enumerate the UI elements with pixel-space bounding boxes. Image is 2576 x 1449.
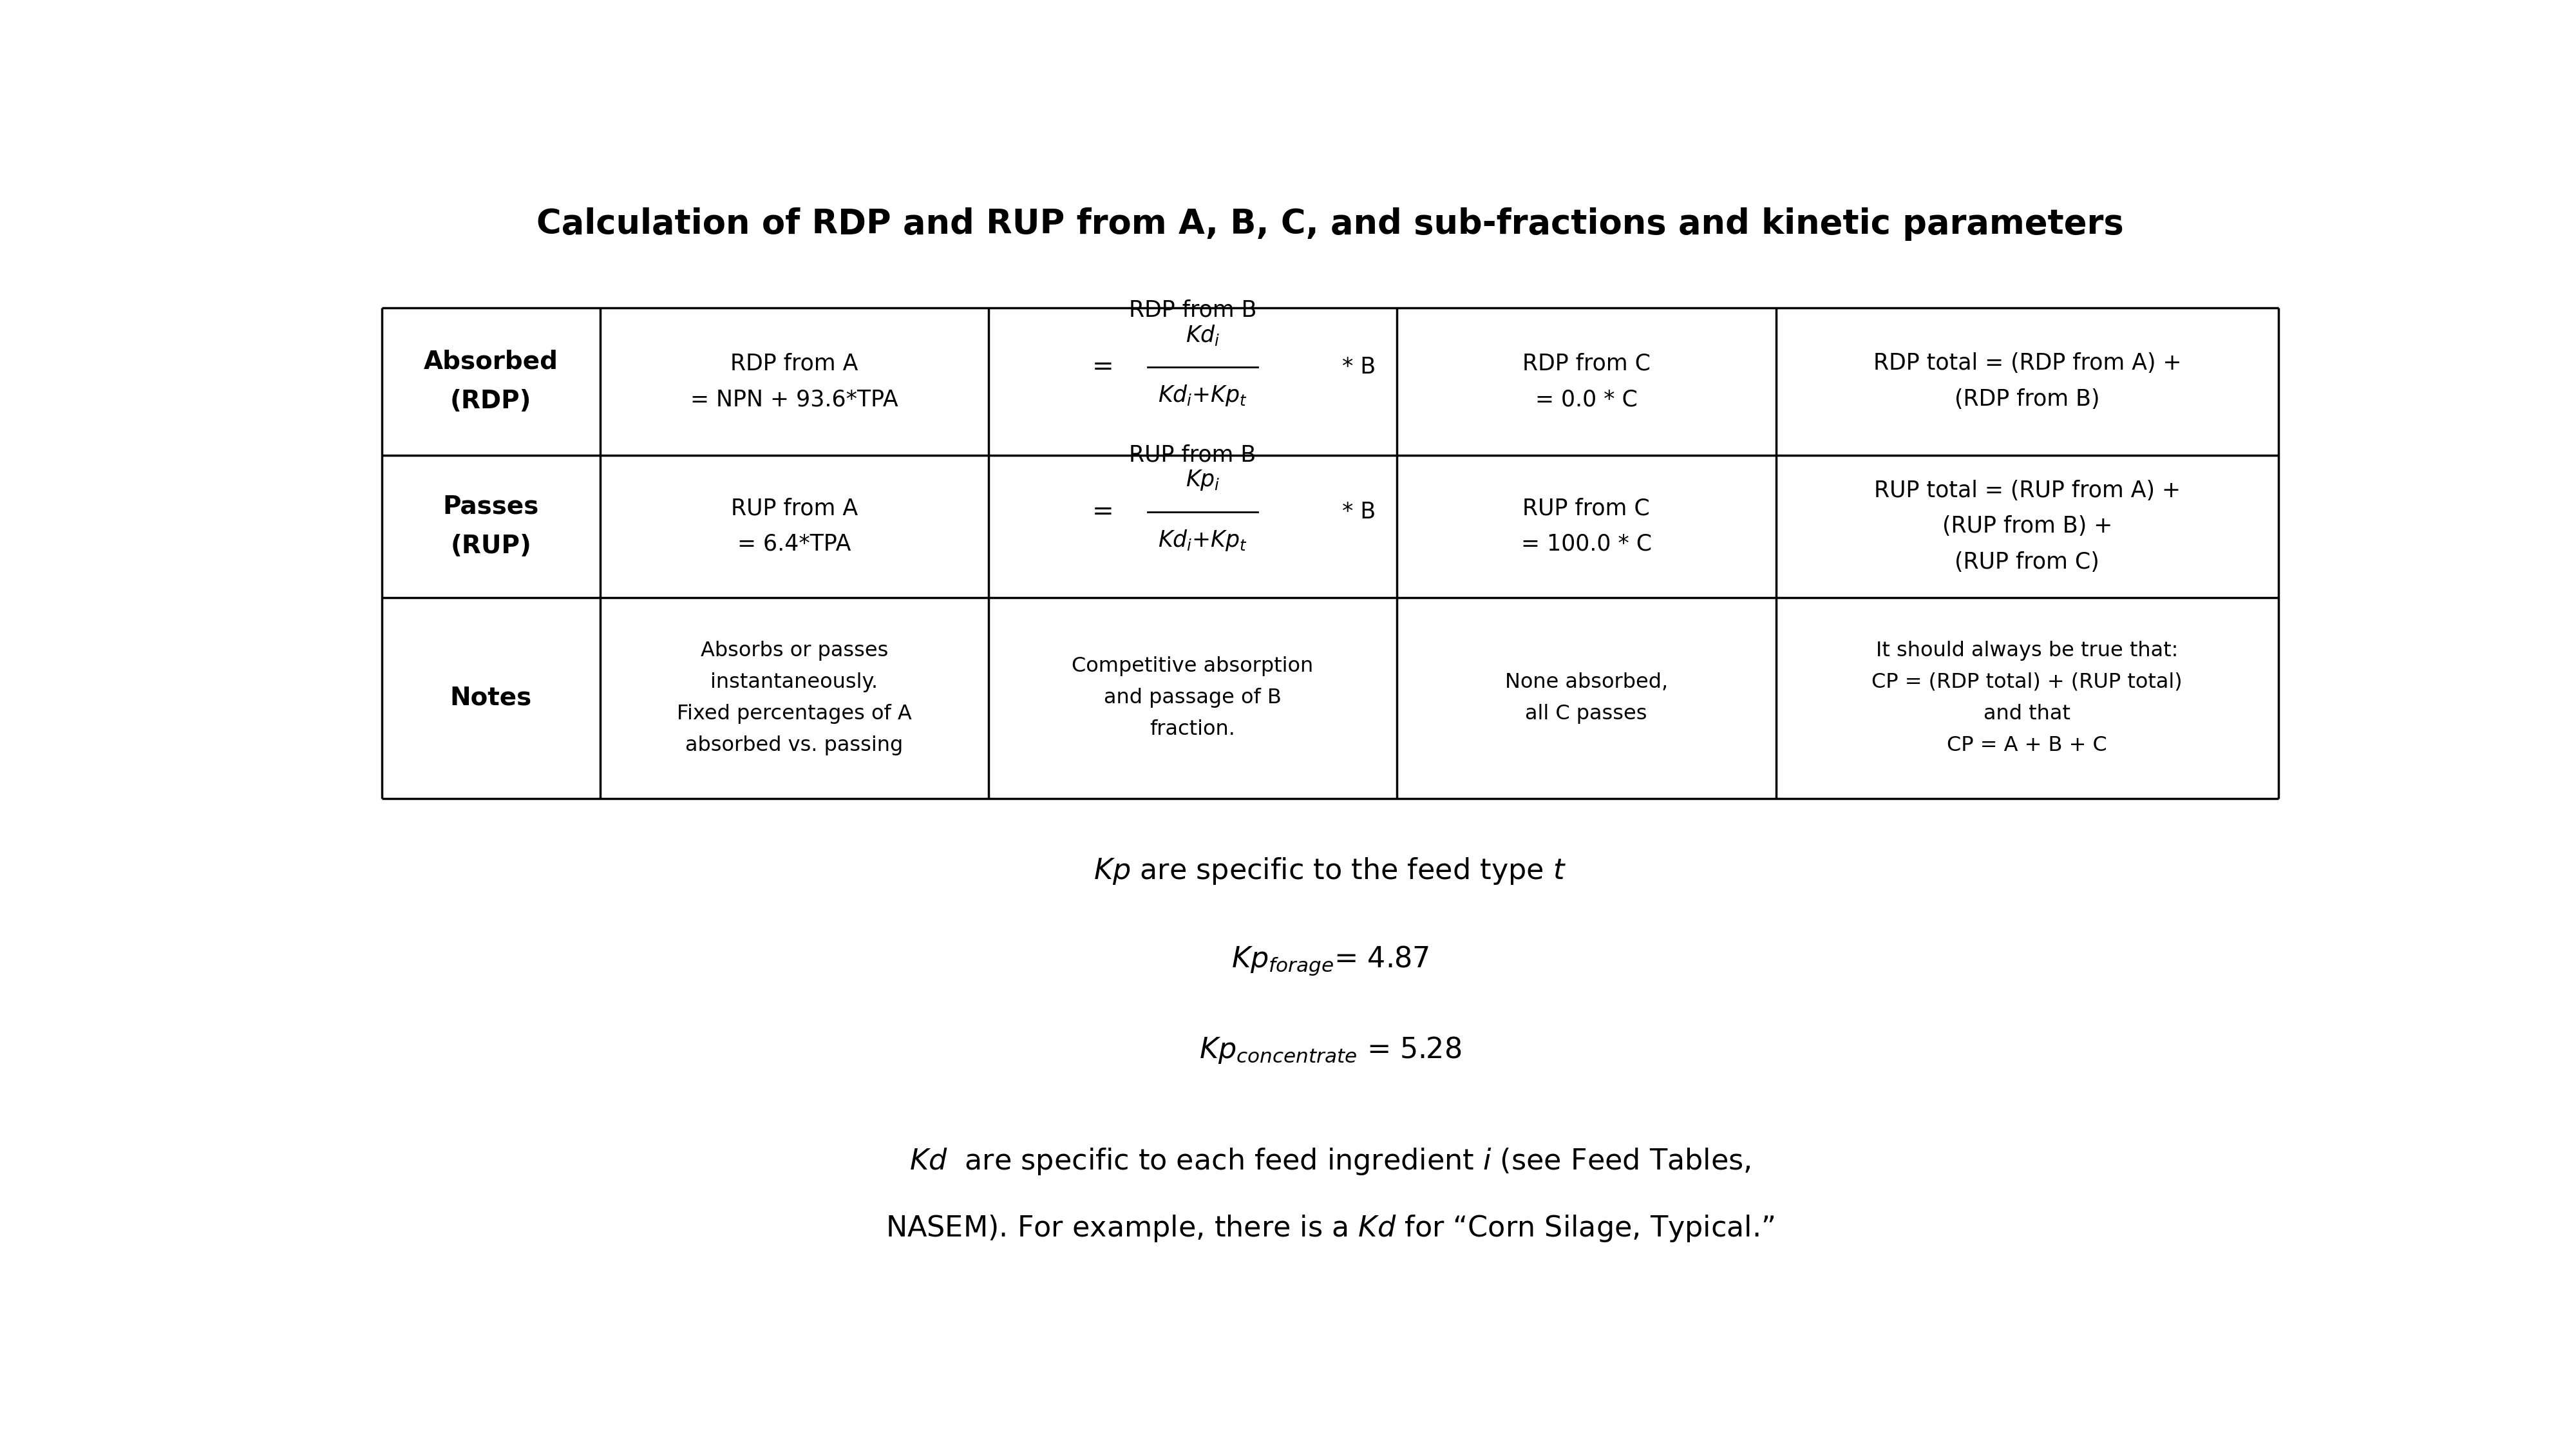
Text: RDP from B: RDP from B	[1128, 298, 1257, 320]
Text: $\mathit{Kp}_{\mathit{concentrate}}$ = 5.28: $\mathit{Kp}_{\mathit{concentrate}}$ = 5…	[1198, 1035, 1461, 1065]
Text: $Kd_i{+}Kp_t$: $Kd_i{+}Kp_t$	[1159, 384, 1247, 409]
Text: $\mathit{Kp}$ are specific to the feed type $\mathit{t}$: $\mathit{Kp}$ are specific to the feed t…	[1095, 856, 1566, 887]
Text: Competitive absorption
and passage of B
fraction.: Competitive absorption and passage of B …	[1072, 656, 1314, 739]
Text: $\mathit{Kd}$  are specific to each feed ingredient $\mathit{i}$ (see Feed Table: $\mathit{Kd}$ are specific to each feed …	[909, 1146, 1752, 1177]
Text: $Kp_i$: $Kp_i$	[1185, 468, 1221, 491]
Text: RDP from C
= 0.0 * C: RDP from C = 0.0 * C	[1522, 352, 1651, 410]
Text: RUP total = (RUP from A) +
(RUP from B) +
(RUP from C): RUP total = (RUP from A) + (RUP from B) …	[1873, 480, 2179, 572]
Text: Notes: Notes	[451, 685, 531, 710]
Text: =: =	[1092, 498, 1113, 525]
Text: * B: * B	[1342, 501, 1376, 523]
Text: $Kd_i$: $Kd_i$	[1185, 323, 1221, 346]
Text: RDP from A
= NPN + 93.6*TPA: RDP from A = NPN + 93.6*TPA	[690, 352, 899, 410]
Text: NASEM). For example, there is a $\mathit{Kd}$ for “Corn Silage, Typical.”: NASEM). For example, there is a $\mathit…	[886, 1213, 1775, 1243]
Text: RUP from A
= 6.4*TPA: RUP from A = 6.4*TPA	[732, 497, 858, 555]
Text: $\mathit{Kp}_{\mathit{forage}}$= 4.87: $\mathit{Kp}_{\mathit{forage}}$= 4.87	[1231, 945, 1430, 977]
Text: Passes
(RUP): Passes (RUP)	[443, 494, 538, 558]
Text: RUP from B: RUP from B	[1128, 443, 1257, 465]
Text: Absorbs or passes
instantaneously.
Fixed percentages of A
absorbed vs. passing: Absorbs or passes instantaneously. Fixed…	[677, 640, 912, 755]
Text: $Kd_i{+}Kp_t$: $Kd_i{+}Kp_t$	[1159, 529, 1247, 552]
Text: =: =	[1092, 354, 1113, 380]
Text: RUP from C
= 100.0 * C: RUP from C = 100.0 * C	[1520, 497, 1651, 555]
Text: * B: * B	[1342, 356, 1376, 378]
Text: RDP total = (RDP from A) +
(RDP from B): RDP total = (RDP from A) + (RDP from B)	[1873, 352, 2182, 410]
Text: It should always be true that:
CP = (RDP total) + (RUP total)
and that
CP = A + : It should always be true that: CP = (RDP…	[1873, 640, 2182, 755]
Text: None absorbed,
all C passes: None absorbed, all C passes	[1504, 672, 1667, 724]
Text: Absorbed
(RDP): Absorbed (RDP)	[422, 349, 559, 413]
Text: Calculation of RDP and RUP from A, B, C, and sub-fractions and kinetic parameter: Calculation of RDP and RUP from A, B, C,…	[536, 207, 2123, 241]
